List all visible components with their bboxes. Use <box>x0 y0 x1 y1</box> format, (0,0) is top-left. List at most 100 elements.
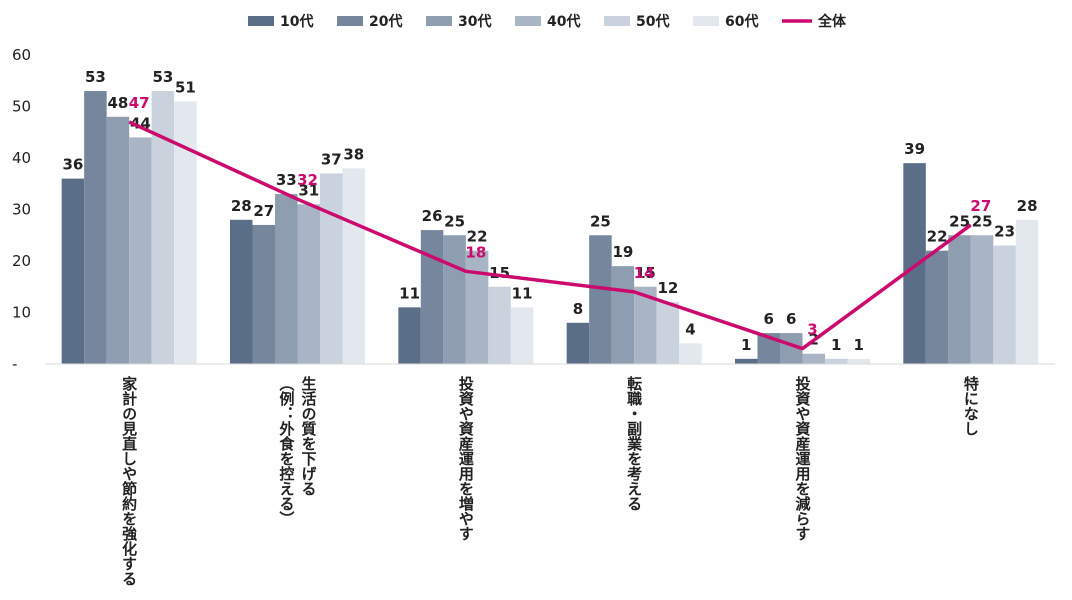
total-data-label: 14 <box>634 264 655 282</box>
total-data-label: 47 <box>129 94 150 112</box>
legend-swatch <box>337 16 363 26</box>
bar <box>735 358 758 364</box>
bar <box>925 250 949 364</box>
bar <box>443 235 466 364</box>
bar-data-label: 25 <box>949 212 970 230</box>
category-label: 投資や資産運用を増やす <box>457 375 475 541</box>
bar <box>825 358 848 364</box>
bar-data-label: 25 <box>444 212 465 230</box>
bar-data-label: 4 <box>685 320 695 338</box>
bar-data-label: 1 <box>831 336 841 354</box>
bar <box>510 307 534 364</box>
bar-data-label: 25 <box>590 212 611 230</box>
bar <box>903 163 926 364</box>
y-tick-label: 50 <box>12 98 31 116</box>
category-label: 投資や資産運用を減らす <box>794 375 812 541</box>
y-tick-label: 10 <box>12 304 31 322</box>
bar <box>847 358 870 364</box>
total-data-label: 18 <box>465 243 486 261</box>
total-data-label: 32 <box>297 171 318 189</box>
category-label: 転職・副業を考える <box>625 376 643 511</box>
bar <box>611 266 635 364</box>
legend-label: 30代 <box>458 13 491 30</box>
total-data-label: 27 <box>970 197 991 215</box>
bar-data-label: 8 <box>573 300 583 318</box>
bar-data-label: 6 <box>786 310 796 328</box>
bar-data-label: 22 <box>927 228 948 246</box>
legend: 10代 20代 30代 40代 50代 60代 全体 <box>248 13 847 30</box>
bar-data-label: 53 <box>85 68 106 86</box>
legend-label: 全体 <box>817 13 847 30</box>
bar-data-label: 12 <box>657 279 678 297</box>
y-tick-label: 60 <box>12 46 31 64</box>
bar <box>589 235 612 364</box>
bar-data-label: 28 <box>1017 197 1038 215</box>
legend-swatch <box>248 16 274 26</box>
bar-data-label: 33 <box>276 171 297 189</box>
category-label: 家計の見直しや節約を強化する <box>120 375 138 586</box>
bar <box>420 230 444 364</box>
legend-label: 50代 <box>636 13 669 30</box>
bar <box>174 101 197 364</box>
bar <box>320 173 343 364</box>
bar-data-label: 39 <box>904 140 925 158</box>
legend-swatch <box>693 16 719 26</box>
y-tick-label: 40 <box>12 149 31 167</box>
bar <box>275 194 298 364</box>
bar <box>398 307 421 364</box>
bar <box>84 91 107 365</box>
bar-data-label: 51 <box>175 78 196 96</box>
y-tick-label: - <box>12 355 17 373</box>
bar-data-label: 11 <box>399 284 420 302</box>
legend-label: 60代 <box>725 13 758 30</box>
bar-data-label: 11 <box>512 284 533 302</box>
bar-data-label: 19 <box>612 243 633 261</box>
total-line <box>128 120 972 351</box>
bar-data-label: 48 <box>107 94 128 112</box>
bar <box>230 219 253 364</box>
bar <box>780 333 803 364</box>
category-label: 生活の質を下げる <box>300 375 318 496</box>
legend-label: 20代 <box>369 13 402 30</box>
bar <box>634 286 657 364</box>
bar-data-label: 37 <box>321 150 342 168</box>
y-tick-label: 20 <box>12 252 31 270</box>
bar-data-label: 27 <box>253 202 274 220</box>
bar <box>679 343 702 364</box>
legend-label: 40代 <box>547 13 580 30</box>
bar-data-label: 25 <box>972 212 993 230</box>
bar <box>970 235 994 364</box>
total-data-label: 3 <box>807 321 817 339</box>
bar <box>252 224 275 364</box>
bar <box>465 250 489 364</box>
bar-data-label: 38 <box>343 145 364 163</box>
bar <box>342 168 365 364</box>
bar <box>566 322 590 364</box>
bar-data-label: 22 <box>467 228 488 246</box>
bar <box>656 302 680 364</box>
legend-swatch <box>426 16 452 26</box>
category-label: 特になし <box>962 375 980 436</box>
bar <box>993 245 1016 364</box>
legend-swatch <box>515 16 541 26</box>
y-tick-label: 30 <box>12 201 31 219</box>
category-labels: 家計の見直しや節約を強化する 生活の質を下げる（例：外食を控える） 投資や資産運用を… <box>120 375 980 586</box>
bar <box>129 137 152 364</box>
bar-data-label: 26 <box>422 207 443 225</box>
bars <box>61 91 1039 365</box>
bar-data-label: 36 <box>62 156 83 174</box>
bar <box>802 353 825 364</box>
bar <box>106 116 130 364</box>
bar-data-label: 53 <box>152 68 173 86</box>
category-label: （例：外食を控える） <box>278 376 296 526</box>
bar-data-label: 6 <box>764 310 774 328</box>
y-axis: - 10 20 30 40 50 60 <box>12 46 31 373</box>
bar-data-label: 1 <box>741 336 751 354</box>
bar-data-label: 28 <box>231 197 252 215</box>
bar <box>297 204 320 364</box>
bar-data-label: 15 <box>489 264 510 282</box>
legend-label: 10代 <box>280 13 313 30</box>
